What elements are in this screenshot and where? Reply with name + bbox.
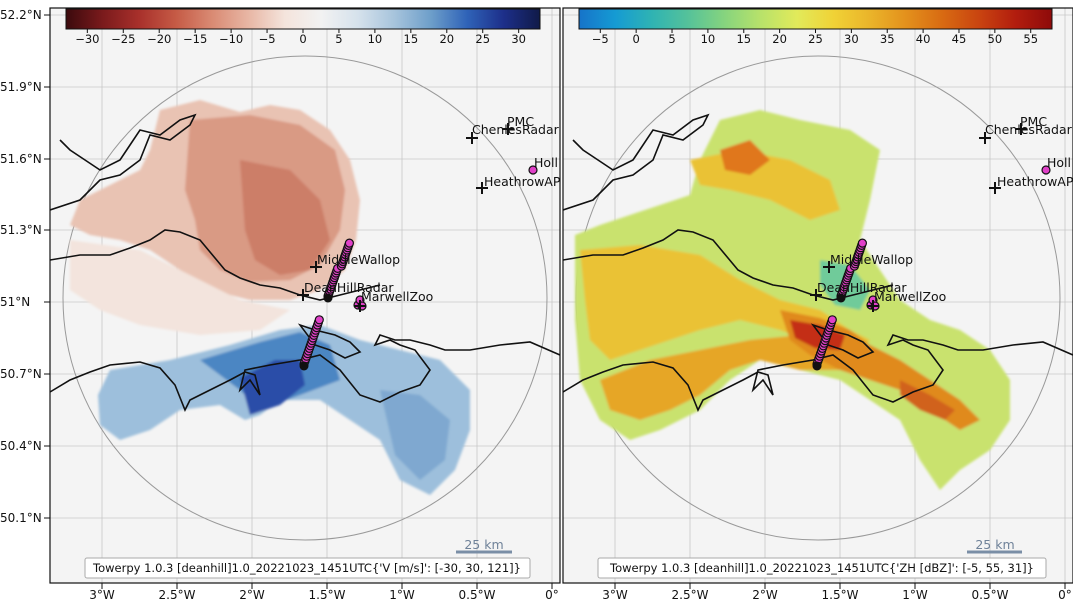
track-point xyxy=(836,293,846,303)
colorbar-tick-label: 25 xyxy=(475,32,490,46)
site-label: MarwellZoo xyxy=(361,289,433,304)
latitude-tick-label: 51.9°N xyxy=(0,80,42,94)
longitude-tick-label: 0.5°W xyxy=(972,588,1009,600)
site-label: ChenlesRadar xyxy=(472,122,560,137)
site-label: Holl xyxy=(534,155,558,170)
longitude-tick-label: 2.5°W xyxy=(159,588,196,600)
longitude-tick-label: 3°W xyxy=(602,588,628,600)
track-point xyxy=(1041,165,1051,175)
velocity-field xyxy=(70,100,470,495)
colorbar-tick-label: 50 xyxy=(988,32,1003,46)
site-label: HeathrowAP xyxy=(997,174,1073,189)
track-point xyxy=(314,315,324,325)
longitude-tick-label: 2°W xyxy=(752,588,778,600)
colorbar-tick-label: 20 xyxy=(439,32,454,46)
latitude-tick-label: 50.4°N xyxy=(0,439,42,453)
colorbar-tick-label: 25 xyxy=(808,32,823,46)
site-label: PMC xyxy=(1020,114,1047,129)
longitude-tick-label: 0.5°W xyxy=(459,588,496,600)
colorbar-tick-label: 40 xyxy=(916,32,931,46)
site-label: DeanHillRadar xyxy=(817,280,907,295)
colorbar-tick-label: 5 xyxy=(668,32,675,46)
colorbar-tick-label: 20 xyxy=(772,32,787,46)
site-label: MarwellZoo xyxy=(874,289,946,304)
scale-bar-right: 25 km xyxy=(967,537,1022,554)
footer-left: Towerpy 1.0.3 [deanhill]1.0_20221023_145… xyxy=(84,557,531,579)
colorbar-tick-label: 45 xyxy=(952,32,967,46)
colorbar-tick-label: 10 xyxy=(701,32,716,46)
latitude-tick-label: 50.7°N xyxy=(0,367,42,381)
colorbar-tick-label: −15 xyxy=(183,32,207,46)
site-label: MiddleWallop xyxy=(317,252,400,267)
site-label: ChenlesRadar xyxy=(985,122,1073,137)
colorbar-tick-label: 35 xyxy=(880,32,895,46)
colorbar-tick-label: 5 xyxy=(335,32,342,46)
track-point xyxy=(299,361,309,371)
colorbar-tick-label: 0 xyxy=(632,32,639,46)
track-point xyxy=(323,293,333,303)
colorbar-tick-label: −10 xyxy=(219,32,243,46)
site-label: DeanHillRadar xyxy=(304,280,394,295)
site-label: HeathrowAP xyxy=(484,174,561,189)
latitude-tick-label: 50.1°N xyxy=(0,511,42,525)
radar-range-ring xyxy=(62,55,548,541)
colorbar-tick-label: 55 xyxy=(1023,32,1038,46)
scale-bar-label: 25 km xyxy=(464,537,503,552)
site-label: Holl xyxy=(1047,155,1071,170)
reflectivity-field xyxy=(575,110,1010,490)
colorbar-tick-label: −30 xyxy=(75,32,99,46)
longitude-tick-label: 2°W xyxy=(239,588,265,600)
longitude-tick-label: 1°W xyxy=(389,588,415,600)
colorbar-tick-label: −25 xyxy=(111,32,135,46)
latitude-tick-label: 52.2°N xyxy=(0,8,42,22)
colorbar-tick-label: 15 xyxy=(404,32,419,46)
colorbar-tick-label: 10 xyxy=(368,32,383,46)
colorbar-tick-label: 30 xyxy=(844,32,859,46)
site-label: PMC xyxy=(507,114,534,129)
footer-text: Towerpy 1.0.3 [deanhill]1.0_20221023_145… xyxy=(92,561,521,575)
colorbar-tick-label: −20 xyxy=(147,32,171,46)
longitude-tick-label: 1.5°W xyxy=(822,588,859,600)
site-label: MiddleWallop xyxy=(830,252,913,267)
track-point xyxy=(344,238,354,248)
colorbar-velocity: −30 −25 −20 −15 −10 −5 0 5 10 15 20 25 30 xyxy=(65,8,541,46)
latitude-tick-label: 51.6°N xyxy=(0,152,42,166)
footer-text: Towerpy 1.0.3 [deanhill]1.0_20221023_145… xyxy=(609,561,1034,575)
longitude-tick-label: 2.5°W xyxy=(672,588,709,600)
colorbar-ramp xyxy=(578,8,1053,30)
longitude-tick-label: 3°W xyxy=(89,588,115,600)
longitude-ticks: 3°W 2.5°W 2°W 1.5°W 1°W 0.5°W 0° 3°W 2.5°W 2°W 1.5… xyxy=(89,583,1072,600)
colorbar-tick-label: 15 xyxy=(736,32,751,46)
track-point xyxy=(528,165,538,175)
track-point xyxy=(857,238,868,248)
latitude-tick-label: 51.3°N xyxy=(0,223,42,237)
longitude-tick-label: 1.5°W xyxy=(309,588,346,600)
coastlines xyxy=(50,113,560,412)
scale-bar-left: 25 km xyxy=(456,537,512,554)
latitude-ticks: 52.2°N 51.9°N 51.6°N 51.3°N 51°N 50.7°N 50.4°N… xyxy=(0,8,50,525)
footer-right: Towerpy 1.0.3 [deanhill]1.0_20221023_145… xyxy=(597,557,1047,579)
balloon-track xyxy=(299,165,538,371)
scale-bar-label: 25 km xyxy=(975,537,1014,552)
colorbar-tick-label: −5 xyxy=(592,32,609,46)
axes-frame xyxy=(49,7,561,584)
coastlines xyxy=(563,113,1073,412)
track-point xyxy=(827,315,837,325)
colorbar-tick-label: −5 xyxy=(259,32,276,46)
latitude-tick-label: 51°N xyxy=(0,295,30,309)
track-point xyxy=(812,361,822,371)
longitude-tick-label: 0° xyxy=(545,588,559,600)
colorbar-tick-label: 0 xyxy=(299,32,306,46)
longitude-tick-label: 1°W xyxy=(902,588,928,600)
longitude-tick-label: 0° xyxy=(1058,588,1072,600)
axes-frame xyxy=(562,7,1073,584)
colorbar-reflectivity: −5 0 5 10 15 20 25 30 35 40 45 50 55 xyxy=(578,8,1053,46)
colorbar-ramp xyxy=(65,8,541,30)
colorbar-tick-label: 30 xyxy=(511,32,526,46)
